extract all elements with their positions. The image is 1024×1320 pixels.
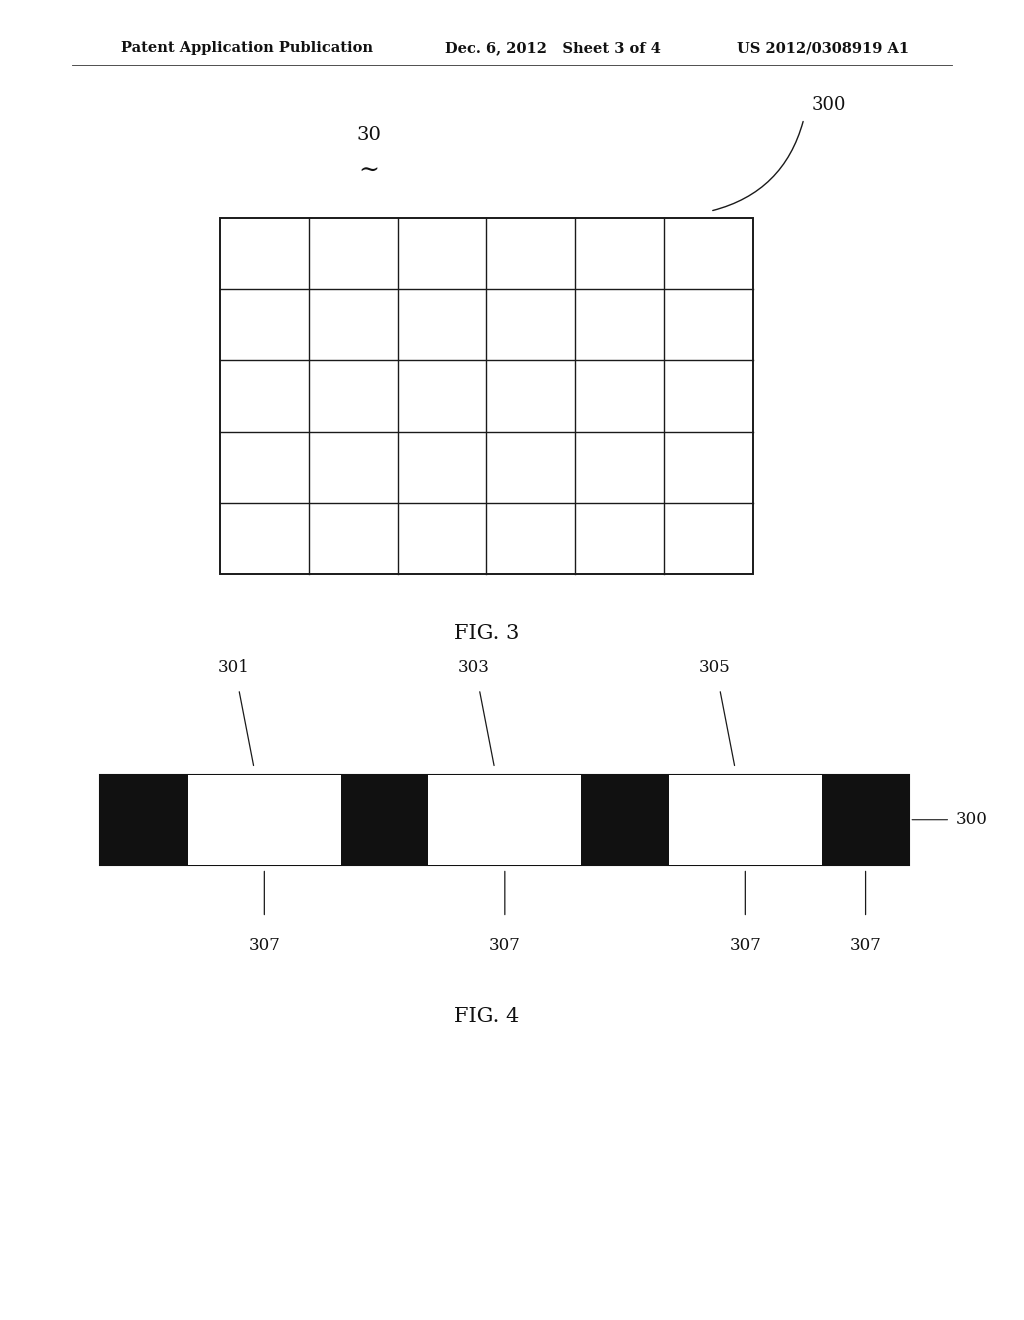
Text: 307: 307: [488, 937, 521, 954]
Bar: [428, 775, 582, 865]
Text: 305: 305: [698, 659, 730, 676]
Bar: [669, 775, 822, 865]
Bar: [100, 775, 909, 865]
Text: 30: 30: [356, 125, 381, 144]
Text: Patent Application Publication: Patent Application Publication: [121, 41, 373, 55]
Text: FIG. 4: FIG. 4: [454, 1007, 519, 1026]
Text: US 2012/0308919 A1: US 2012/0308919 A1: [737, 41, 909, 55]
Text: Dec. 6, 2012   Sheet 3 of 4: Dec. 6, 2012 Sheet 3 of 4: [445, 41, 662, 55]
Text: 307: 307: [249, 937, 281, 954]
Text: 307: 307: [729, 937, 761, 954]
Text: 300: 300: [812, 95, 847, 114]
Text: 307: 307: [850, 937, 882, 954]
Text: 301: 301: [218, 659, 250, 676]
Text: 303: 303: [458, 659, 490, 676]
Bar: [220, 218, 753, 574]
Text: ∼: ∼: [358, 160, 379, 182]
Text: FIG. 3: FIG. 3: [454, 624, 519, 643]
Bar: [187, 775, 341, 865]
Text: 300: 300: [955, 812, 987, 828]
